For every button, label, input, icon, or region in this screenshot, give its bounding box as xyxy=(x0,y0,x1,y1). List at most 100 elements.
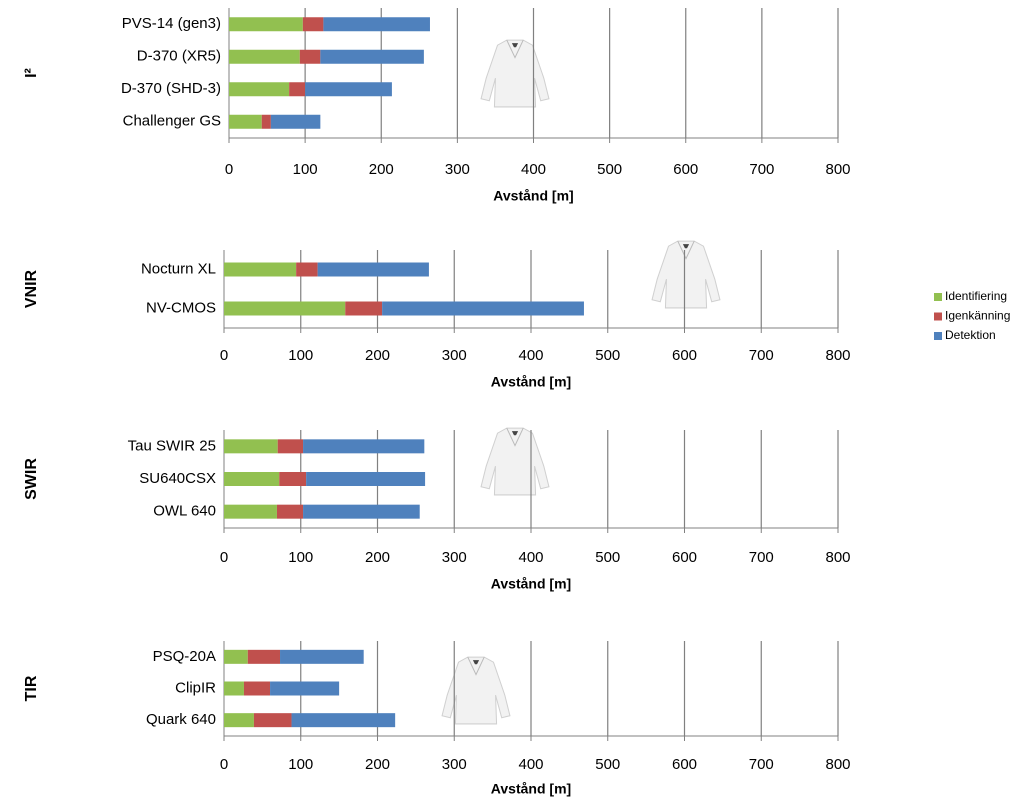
x-tick-label: 400 xyxy=(518,756,543,773)
y-tick-label: Challenger GS xyxy=(123,113,221,130)
bar-segment xyxy=(244,682,270,696)
x-tick-label: 100 xyxy=(288,347,313,364)
x-tick-label: 600 xyxy=(672,549,697,566)
bar-segment xyxy=(229,50,300,64)
bar-segment xyxy=(277,505,303,519)
y-tick-label: SU640CSX xyxy=(139,470,216,487)
bar-segment xyxy=(248,650,280,664)
coat-icon xyxy=(442,657,510,724)
bar-segment xyxy=(229,82,289,96)
x-tick-label: 200 xyxy=(369,161,394,178)
y-tick-label: Nocturn XL xyxy=(141,260,216,277)
x-tick-label: 300 xyxy=(442,756,467,773)
bar-segment xyxy=(289,82,305,96)
bar-segment xyxy=(224,263,296,277)
x-tick-label: 800 xyxy=(825,549,850,566)
x-tick-label: 700 xyxy=(749,161,774,178)
bar-segment xyxy=(320,50,424,64)
bar-segment xyxy=(296,263,317,277)
x-tick-label: 700 xyxy=(749,756,774,773)
group-label: VNIR xyxy=(23,269,40,308)
bar-segment xyxy=(224,472,279,486)
bar-segment xyxy=(300,50,321,64)
y-tick-label: OWL 640 xyxy=(153,503,216,520)
chart: 0 100 200 300 400 500 600 700 800 Avstånd [m] I² PV… xyxy=(0,0,1013,801)
x-axis-label: Avstånd [m] xyxy=(491,576,571,592)
coat-icon xyxy=(481,40,549,107)
y-tick-label: PSQ-20A xyxy=(153,648,216,665)
x-tick-label: 400 xyxy=(521,161,546,178)
bar-segment xyxy=(229,115,262,129)
bar-segment xyxy=(278,439,303,453)
x-tick-label: 0 xyxy=(220,549,228,566)
bar-segment xyxy=(224,650,248,664)
x-tick-label: 0 xyxy=(220,347,228,364)
bar-segment xyxy=(306,472,425,486)
x-tick-label: 600 xyxy=(672,756,697,773)
bar-segment xyxy=(224,505,277,519)
y-tick-label: PVS-14 (gen3) xyxy=(122,15,221,32)
coat-icon xyxy=(652,241,720,308)
y-tick-label: D-370 (XR5) xyxy=(137,48,221,65)
bar-segment xyxy=(224,439,278,453)
group-label: SWIR xyxy=(23,458,40,500)
group-label: TIR xyxy=(23,675,40,701)
x-tick-label: 200 xyxy=(365,756,390,773)
x-tick-label: 100 xyxy=(288,756,313,773)
bar-segment xyxy=(224,682,244,696)
bar-segment xyxy=(303,439,424,453)
bar-segment xyxy=(382,302,584,316)
bar-segment xyxy=(305,82,392,96)
legend-label: Identifiering xyxy=(945,289,1007,303)
bar-segment xyxy=(318,263,429,277)
x-tick-label: 200 xyxy=(365,347,390,364)
y-tick-label: D-370 (SHD-3) xyxy=(121,80,221,97)
x-tick-label: 500 xyxy=(595,756,620,773)
x-tick-label: 600 xyxy=(672,347,697,364)
y-tick-label: Tau SWIR 25 xyxy=(128,437,216,454)
x-tick-label: 700 xyxy=(749,549,774,566)
page: 0 100 200 300 400 500 600 700 800 Avstånd [m] I² PV… xyxy=(0,0,1013,801)
x-tick-label: 500 xyxy=(595,549,620,566)
legend-label: Detektion xyxy=(945,328,996,342)
x-axis-label: Avstånd [m] xyxy=(491,781,571,797)
x-tick-label: 400 xyxy=(518,347,543,364)
x-tick-label: 0 xyxy=(220,756,228,773)
bar-segment xyxy=(271,115,320,129)
x-axis-label: Avstånd [m] xyxy=(493,188,573,204)
bar-segment xyxy=(262,115,271,129)
group-label: I² xyxy=(23,68,40,78)
x-tick-label: 400 xyxy=(518,549,543,566)
x-tick-label: 300 xyxy=(442,347,467,364)
legend-label: Igenkänning xyxy=(945,309,1010,323)
x-tick-label: 800 xyxy=(825,347,850,364)
bar-segment xyxy=(270,682,339,696)
x-tick-label: 500 xyxy=(597,161,622,178)
bar-segment xyxy=(345,302,382,316)
y-tick-label: ClipIR xyxy=(175,679,216,696)
bar-segment xyxy=(224,302,345,316)
x-tick-label: 0 xyxy=(225,161,233,178)
y-tick-label: Quark 640 xyxy=(146,711,216,728)
bar-segment xyxy=(280,650,364,664)
bar-segment xyxy=(292,713,396,727)
bar-segment xyxy=(303,17,324,31)
bar-segment xyxy=(279,472,306,486)
coat-icon xyxy=(481,428,549,495)
legend-swatch xyxy=(934,313,942,321)
x-tick-label: 200 xyxy=(365,549,390,566)
x-tick-label: 300 xyxy=(442,549,467,566)
y-tick-label: NV-CMOS xyxy=(146,299,216,316)
legend-swatch xyxy=(934,293,942,301)
x-tick-label: 800 xyxy=(825,161,850,178)
x-tick-label: 700 xyxy=(749,347,774,364)
x-axis-label: Avstånd [m] xyxy=(491,374,571,390)
bar-segment xyxy=(229,17,303,31)
x-tick-label: 100 xyxy=(288,549,313,566)
bar-segment xyxy=(224,713,254,727)
legend-swatch xyxy=(934,332,942,340)
x-tick-label: 100 xyxy=(293,161,318,178)
x-tick-label: 500 xyxy=(595,347,620,364)
x-tick-label: 800 xyxy=(825,756,850,773)
bar-segment xyxy=(323,17,430,31)
